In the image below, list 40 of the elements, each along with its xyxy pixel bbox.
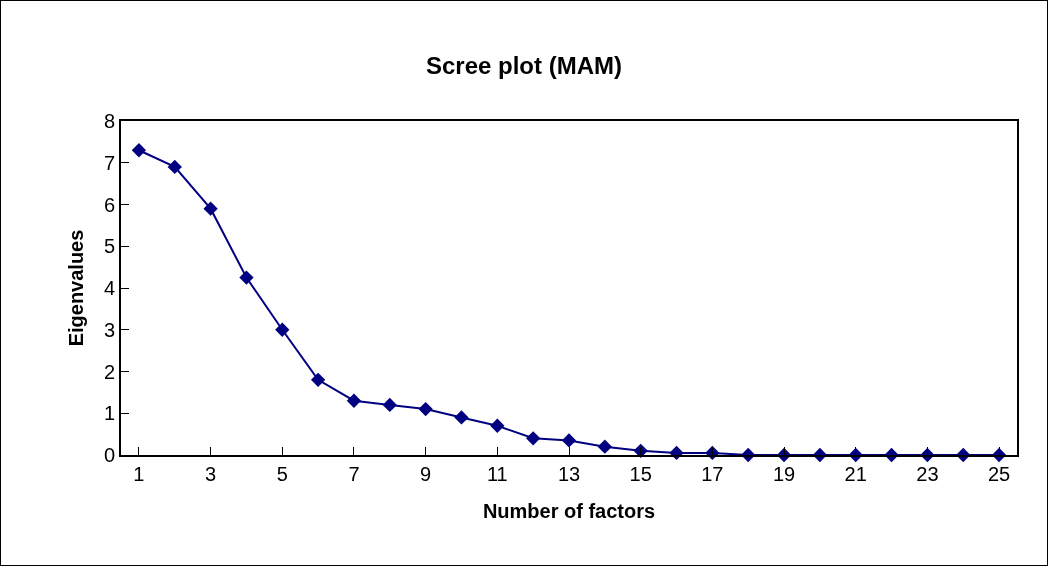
chart-title: Scree plot (MAM) <box>425 52 623 80</box>
y-axis-title: Eigenvalues <box>64 229 87 347</box>
y-tick-label: 1 <box>103 402 115 425</box>
point <box>561 433 577 448</box>
x-tick-label: 3 <box>205 463 217 485</box>
point <box>203 201 218 216</box>
y-tick-label: 2 <box>103 360 115 383</box>
point <box>597 439 612 454</box>
x-tick-label: 21 <box>844 463 867 485</box>
point <box>239 270 254 285</box>
y-tick-label: 7 <box>103 151 115 174</box>
x-tick-label: 5 <box>276 463 288 485</box>
x-tick-label: 25 <box>987 463 1011 485</box>
y-tick-label: 8 <box>103 110 115 132</box>
point <box>275 322 290 337</box>
x-tick-label: 7 <box>348 463 360 485</box>
y-tick-label: 3 <box>103 318 115 341</box>
point <box>490 418 505 433</box>
point <box>310 372 326 387</box>
point <box>131 143 147 158</box>
x-tick-label: 17 <box>701 463 724 485</box>
x-tick-label: 19 <box>772 463 796 485</box>
x-tick-label: 9 <box>420 463 432 485</box>
x-tick-label: 23 <box>916 463 939 485</box>
point <box>346 393 362 408</box>
y-tick-label: 4 <box>103 277 115 299</box>
x-axis-title: Number of factors <box>482 500 656 522</box>
point <box>454 410 469 425</box>
point <box>418 401 433 417</box>
y-tick-label: 0 <box>103 444 115 466</box>
point <box>526 431 541 446</box>
point <box>167 159 182 175</box>
x-tick-label: 15 <box>629 463 652 485</box>
point <box>382 397 397 413</box>
x-tick-label: 1 <box>133 463 145 485</box>
x-tick-label: 13 <box>557 463 581 485</box>
y-tick-label: 6 <box>103 193 115 216</box>
x-tick-label: 11 <box>486 463 508 485</box>
y-tick-label: 5 <box>103 235 115 258</box>
point <box>633 443 648 458</box>
